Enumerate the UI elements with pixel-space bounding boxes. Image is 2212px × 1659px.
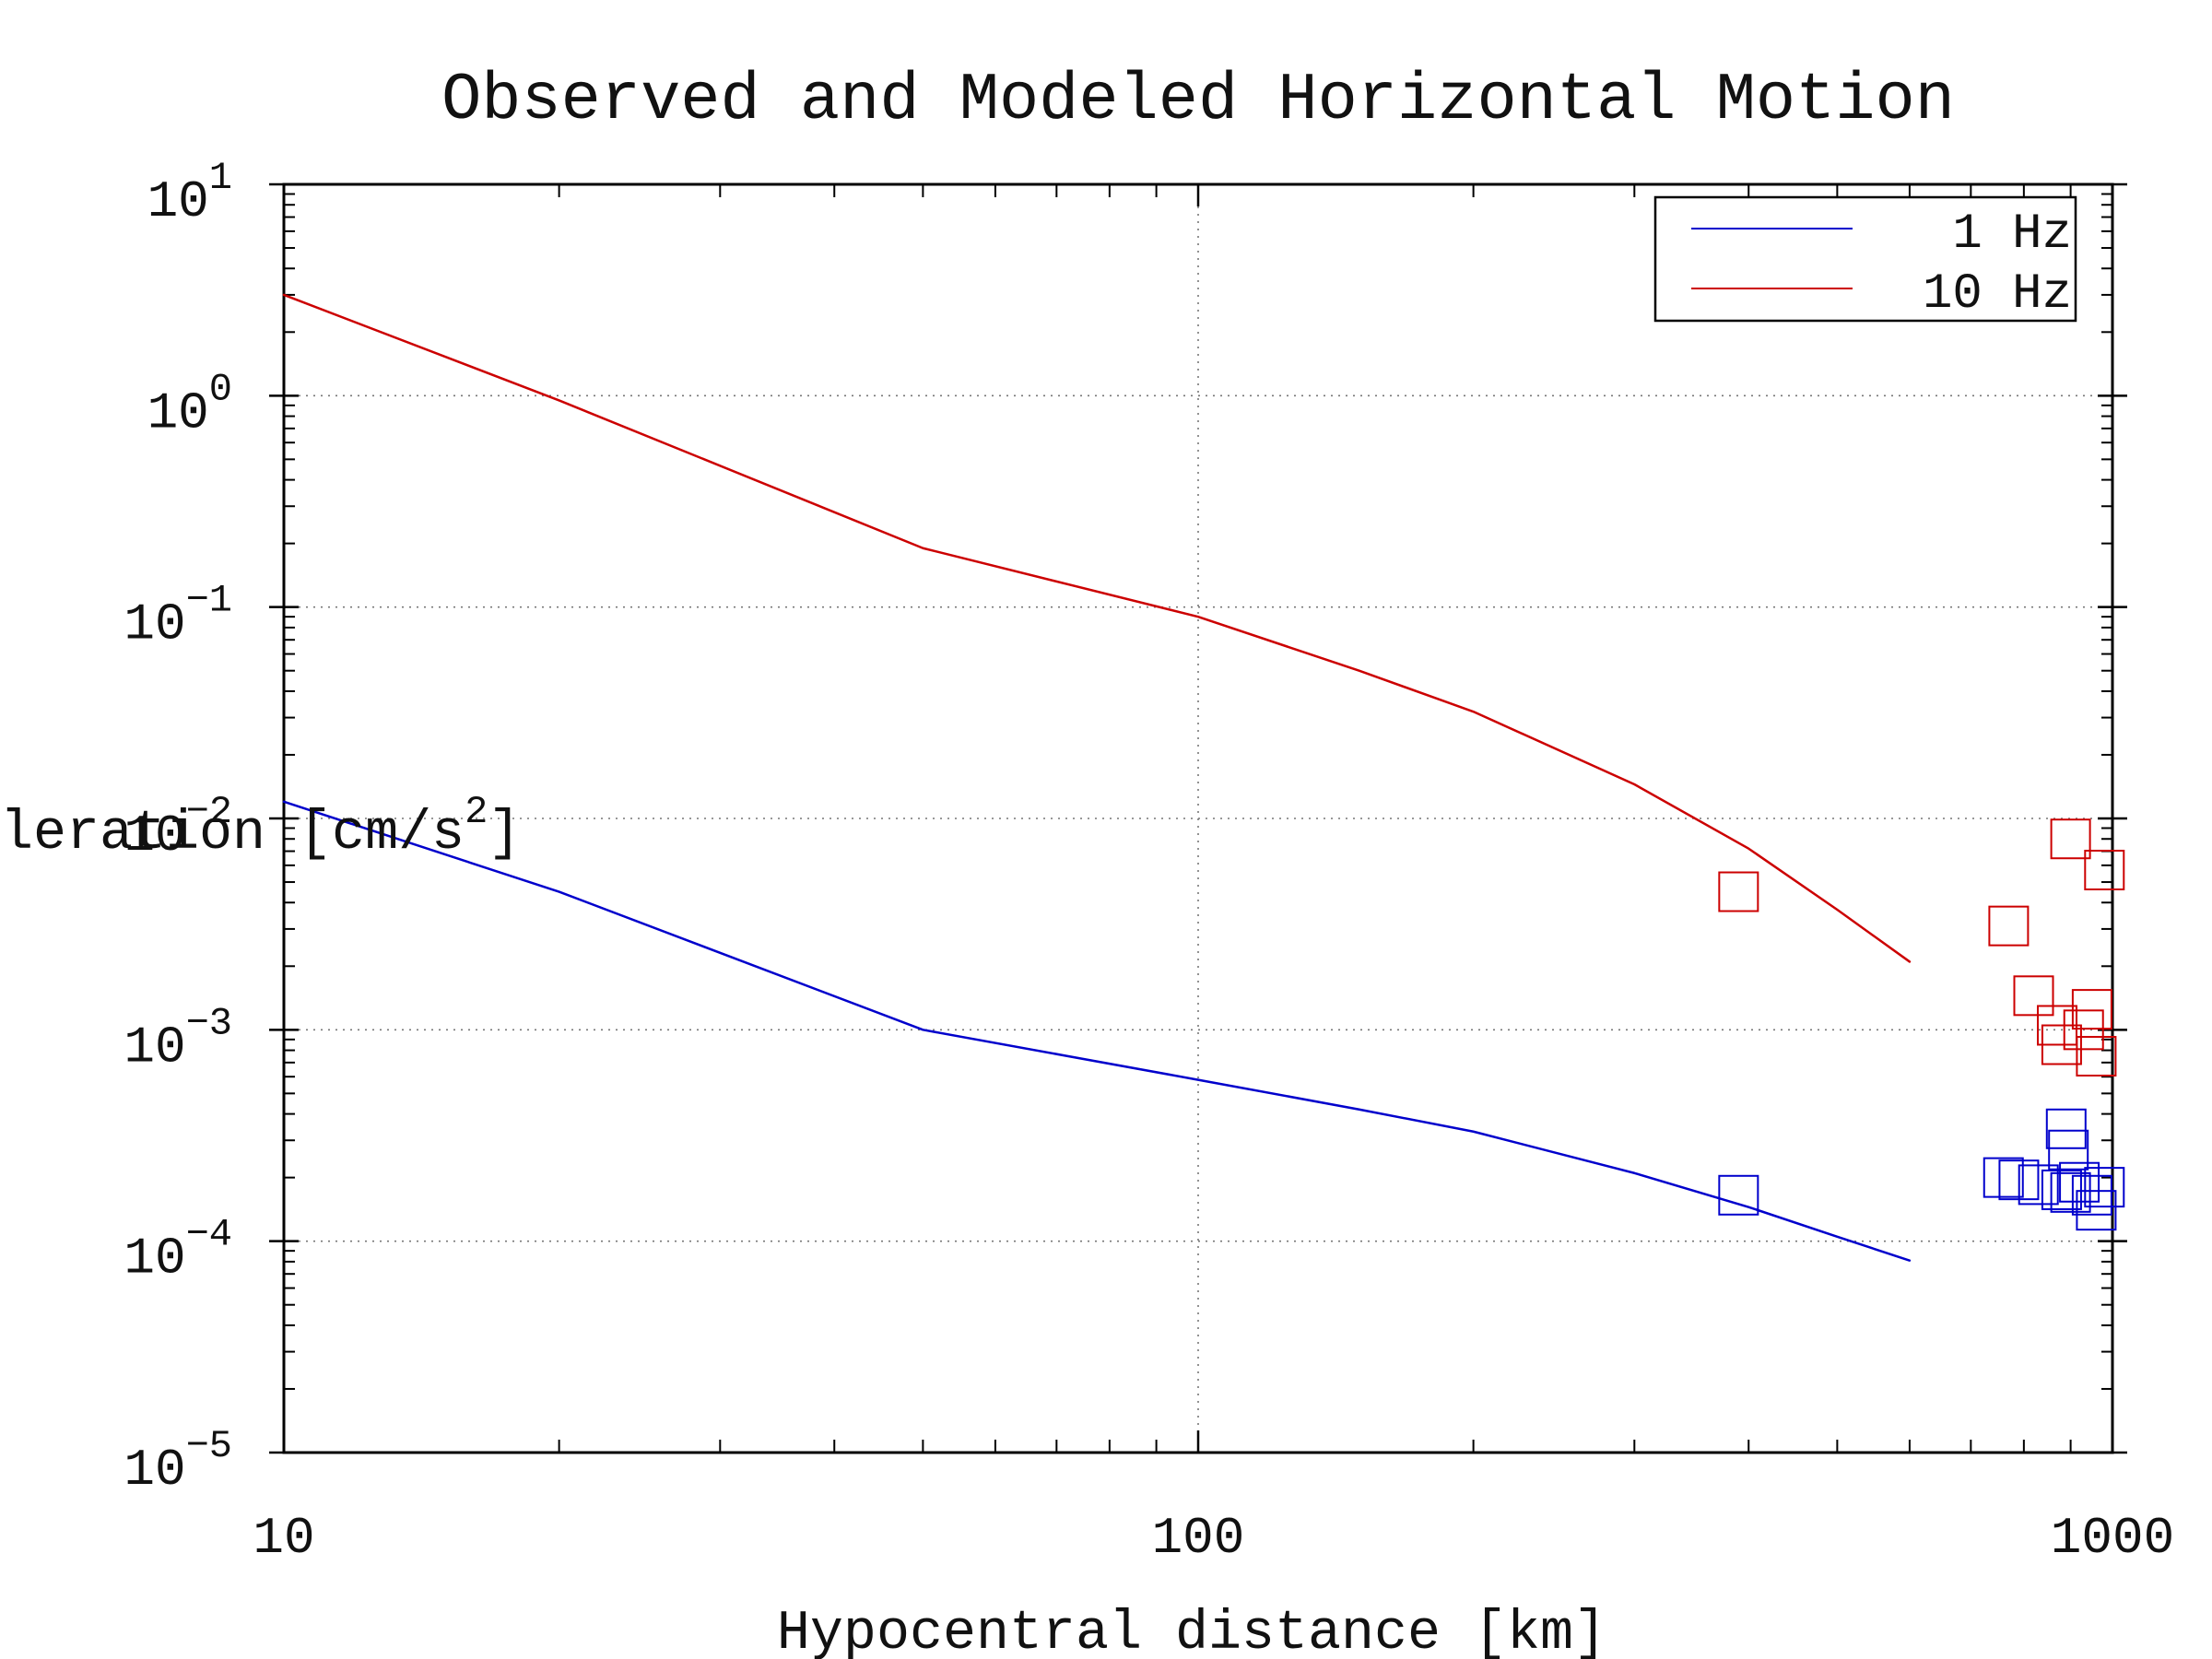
observed-marker-1hz — [1983, 1157, 2024, 1198]
x-axis-label: Hypocentral distance [km] — [777, 1603, 1606, 1659]
legend: 1 Hz 10 Hz — [1653, 195, 2077, 323]
observed-marker-10hz — [1988, 905, 2030, 947]
y-tick-base: 10 — [147, 172, 209, 231]
y-tick-base: 10 — [124, 595, 185, 654]
y-tick-base: 10 — [124, 1018, 185, 1077]
y-tick-exponent: −4 — [186, 1213, 232, 1257]
legend-label-10hz: 10 Hz — [1923, 266, 2072, 323]
y-tick-base: 10 — [124, 806, 185, 865]
y-tick-label: 10−3 — [124, 1001, 232, 1077]
legend-label-1hz: 1 Hz — [1952, 206, 2072, 263]
y-tick-base: 10 — [124, 1230, 185, 1288]
grid-lines — [284, 184, 2112, 1453]
observed-marker-10hz — [2084, 849, 2125, 890]
y-tick-label: 10−2 — [124, 790, 232, 865]
observed-marker-1hz — [2059, 1161, 2100, 1203]
observed-marker-10hz — [2013, 975, 2054, 1017]
y-tick-exponent: 0 — [209, 367, 232, 411]
y-axis-label-main: leration [cm/s — [0, 803, 465, 865]
observed-marker-1hz — [2071, 1174, 2112, 1216]
observed-marker-1hz — [2045, 1108, 2087, 1149]
observed-marker-10hz — [2071, 989, 2112, 1030]
observed-marker-1hz — [2041, 1169, 2082, 1210]
y-axis-label-superscript: 2 — [465, 790, 488, 834]
observed-marker-10hz — [2063, 1009, 2104, 1051]
observed-marker-10hz — [1718, 871, 1759, 912]
model-line-1hz — [282, 800, 1912, 1262]
y-tick-exponent: −1 — [186, 579, 232, 623]
y-tick-label: 100 — [147, 367, 232, 442]
observed-marker-10hz — [2050, 818, 2091, 860]
observed-marker-10hz — [2076, 1035, 2117, 1077]
y-tick-label: 101 — [147, 156, 232, 231]
y-tick-label: 10−4 — [124, 1213, 232, 1288]
y-tick-base: 10 — [124, 1441, 185, 1500]
y-tick-label: 10−5 — [124, 1424, 232, 1500]
observed-marker-1hz — [1718, 1174, 1759, 1216]
observed-marker-1hz — [2050, 1171, 2091, 1213]
observed-marker-1hz — [2084, 1167, 2125, 1208]
y-tick-exponent: −3 — [186, 1001, 232, 1045]
y-tick-base: 10 — [147, 383, 209, 442]
y-axis-label-close: ] — [488, 803, 521, 865]
observed-markers — [1718, 818, 2125, 1231]
x-tick-label: 10 — [253, 1509, 314, 1568]
x-tick-labels: 10 100 1000 — [253, 1509, 2174, 1568]
x-tick-label: 100 — [1152, 1509, 1245, 1568]
y-axis-label: leration [cm/s2] — [0, 790, 521, 865]
chart-title: Observed and Modeled Horizontal Motion — [441, 63, 1955, 138]
observed-marker-1hz — [2018, 1164, 2059, 1206]
observed-marker-1hz — [2076, 1190, 2117, 1231]
y-tick-exponent: −2 — [186, 790, 232, 834]
series-layer — [282, 293, 1912, 1262]
y-tick-label: 10−1 — [124, 579, 232, 654]
legend-box — [1653, 195, 2077, 323]
y-tick-exponent: −5 — [186, 1424, 232, 1468]
observed-marker-1hz — [2048, 1129, 2089, 1171]
model-line-10hz — [282, 293, 1912, 963]
observed-marker-10hz — [2041, 1024, 2082, 1065]
plot-frame — [282, 182, 2114, 1454]
y-tick-exponent: 1 — [209, 156, 232, 200]
x-tick-label: 1000 — [2051, 1509, 2174, 1568]
